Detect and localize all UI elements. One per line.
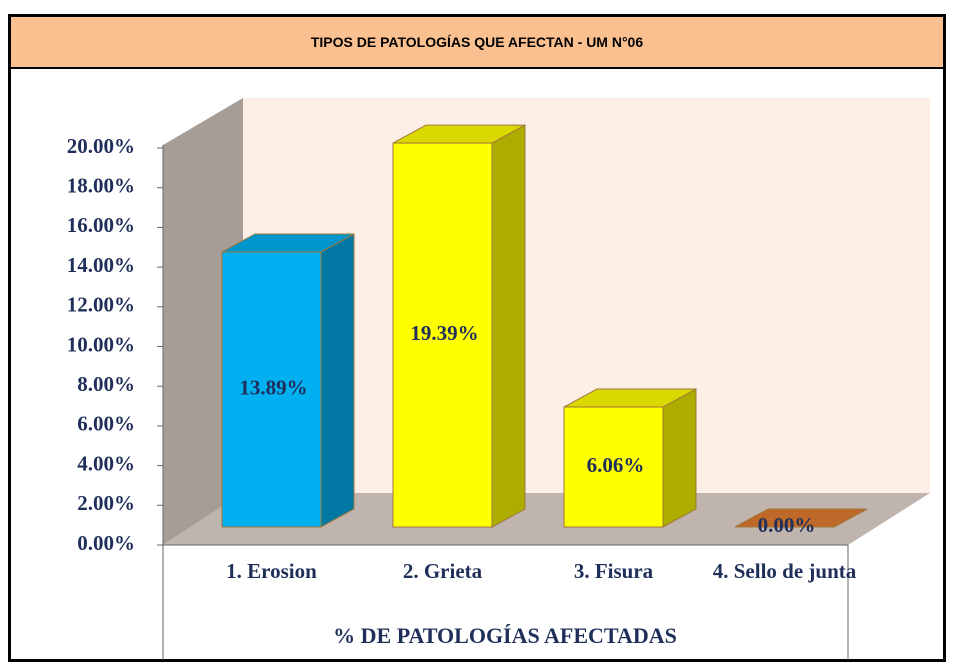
data-label: 0.00% xyxy=(758,513,816,537)
floor xyxy=(163,493,930,545)
bar xyxy=(563,406,664,528)
y-tick-label: 14.00% xyxy=(67,253,135,277)
bar-side xyxy=(662,388,697,528)
bar-top xyxy=(734,508,868,528)
bar-side xyxy=(491,124,526,528)
y-tick-label: 18.00% xyxy=(67,174,135,198)
bar xyxy=(392,142,493,528)
x-tick-label: 3. Fisura xyxy=(573,559,654,583)
y-tick-label: 20.00% xyxy=(67,134,135,158)
bar-side xyxy=(320,233,355,528)
y-tick-label: 2.00% xyxy=(77,491,135,515)
chart-frame: TIPOS DE PATOLOGÍAS QUE AFECTAN - UM N°0… xyxy=(8,14,946,662)
data-label: 13.89% xyxy=(239,375,307,399)
y-tick-label: 8.00% xyxy=(77,372,135,396)
y-tick-label: 4.00% xyxy=(77,451,135,475)
bar xyxy=(221,251,322,528)
data-label: 19.39% xyxy=(410,321,478,345)
chart-title: TIPOS DE PATOLOGÍAS QUE AFECTAN - UM N°0… xyxy=(11,17,943,69)
x-axis-title: % DE PATOLOGÍAS AFECTADAS xyxy=(333,623,677,648)
x-tick-label: 2. Grieta xyxy=(402,559,483,583)
data-label: 6.06% xyxy=(587,453,645,477)
x-tick-label: 4. Sello de junta xyxy=(712,559,857,583)
y-tick-label: 0.00% xyxy=(77,531,135,555)
y-tick-label: 16.00% xyxy=(67,213,135,237)
x-tick-label: 1. Erosion xyxy=(226,559,317,583)
y-tick-label: 10.00% xyxy=(67,332,135,356)
y-tick-label: 6.00% xyxy=(77,412,135,436)
y-tick-label: 12.00% xyxy=(67,293,135,317)
